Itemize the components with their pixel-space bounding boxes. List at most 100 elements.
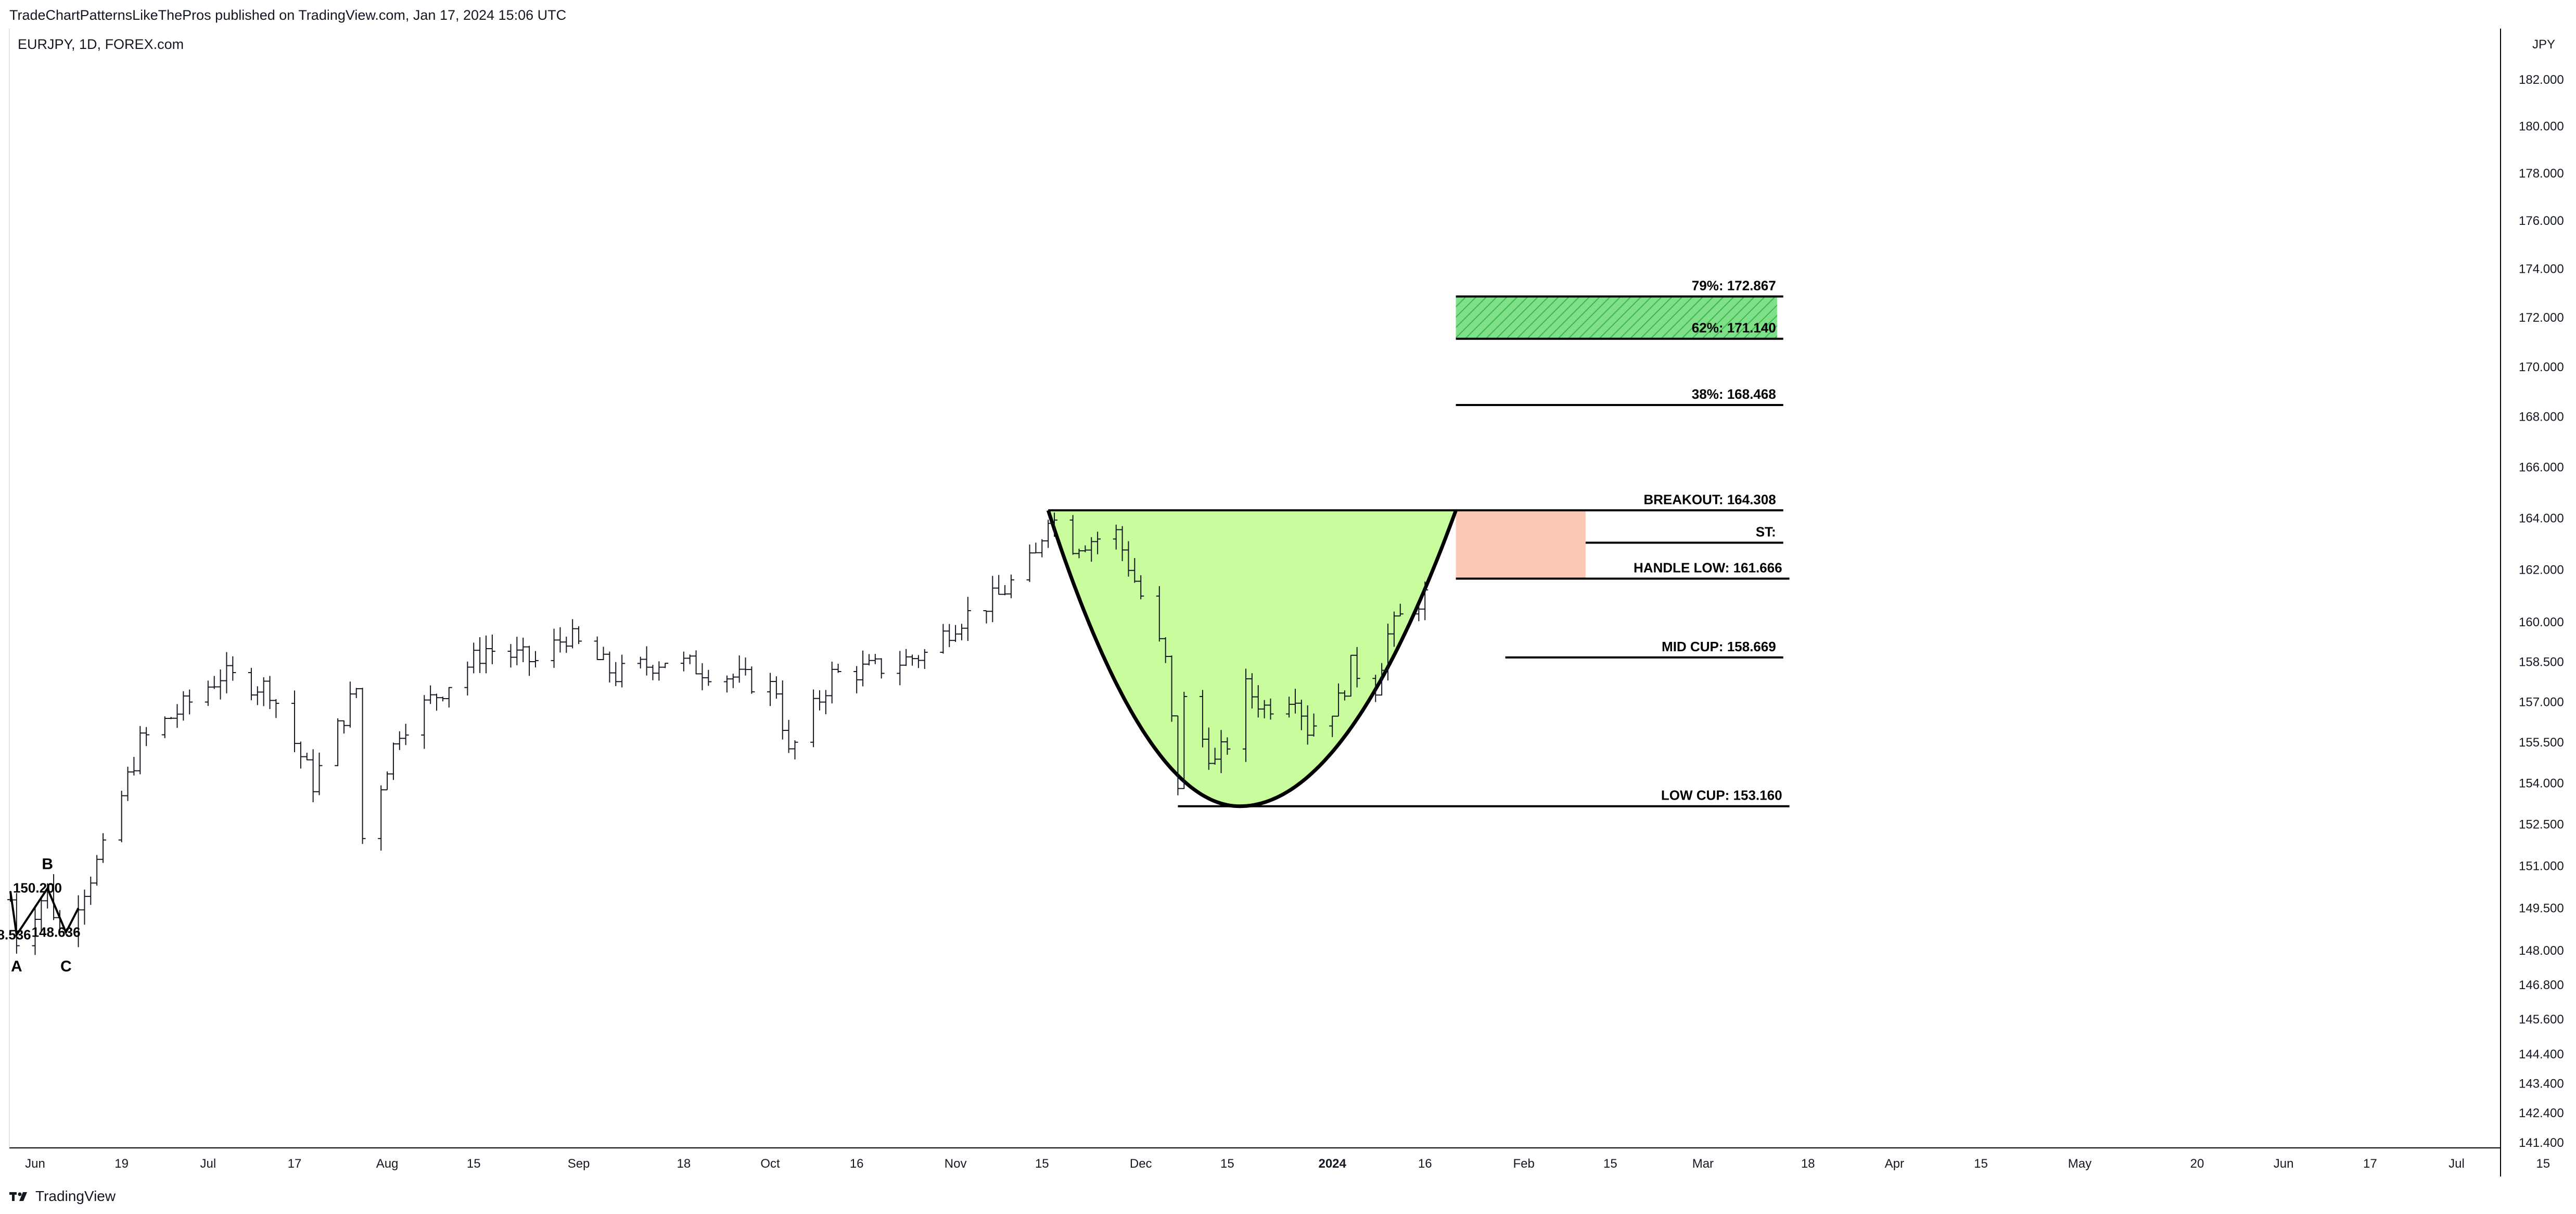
abc-wave-line[interactable] [9, 886, 80, 938]
ohlc-bar [1415, 604, 1422, 622]
ohlc-bar [1026, 544, 1033, 582]
y-tick-label: 141.400 [2519, 1136, 2564, 1150]
ohlc-bar [143, 727, 150, 747]
ohlc-bar [1113, 524, 1119, 550]
tradingview-logo-icon [9, 1192, 27, 1201]
ohlc-bar [1045, 520, 1052, 548]
y-axis[interactable]: 141.400 142.400 143.400 144.400 145.600 146.8… [2519, 73, 2564, 1150]
ohlc-bar [50, 874, 57, 920]
ohlc-bar [137, 726, 144, 775]
wave-point-label: C [60, 958, 72, 975]
target-zone[interactable] [1456, 296, 1777, 339]
ohlc-bar [686, 654, 693, 664]
ohlc-bar [180, 691, 187, 721]
ohlc-bar [1397, 603, 1404, 617]
ohlc-bar [229, 656, 236, 681]
ohlc-bar [1199, 690, 1206, 748]
ohlc-bar [1032, 542, 1039, 554]
y-tick-label: 152.500 [2519, 818, 2564, 832]
ohlc-bar [445, 687, 452, 707]
ohlc-bar [75, 895, 82, 947]
ohlc-bar [1304, 705, 1311, 745]
y-tick-label: 162.000 [2519, 563, 2564, 577]
y-tick-label: 176.000 [2519, 214, 2564, 228]
ohlc-bar [124, 766, 131, 801]
ohlc-bar [860, 650, 866, 687]
footer-brand[interactable]: TradingView [9, 1188, 116, 1205]
ohlc-bar [1298, 699, 1305, 730]
ohlc-bar [1051, 512, 1058, 537]
ohlc-bar [865, 654, 872, 666]
level-label: LOW CUP: 153.160 [1661, 788, 1782, 803]
stop-zone[interactable] [1456, 510, 1586, 579]
ohlc-bar [340, 720, 347, 734]
ohlc-bar [118, 790, 125, 843]
ohlc-bar [186, 689, 193, 715]
ohlc-bar [421, 695, 428, 749]
y-tick-label: 144.400 [2519, 1047, 2564, 1061]
x-tick-label: Apr [1885, 1157, 1904, 1171]
x-tick-label: 17 [288, 1157, 302, 1171]
level-label: ST: [1756, 524, 1776, 539]
ohlc-bar [439, 697, 446, 702]
ohlc-bar [1391, 611, 1397, 647]
y-tick-label: 178.000 [2519, 167, 2564, 181]
y-tick-label: 180.000 [2519, 119, 2564, 133]
y-tick-label: 155.500 [2519, 736, 2564, 750]
ohlc-bar [32, 905, 39, 955]
currency-label[interactable]: JPY [2532, 37, 2555, 52]
ohlc-bar [87, 876, 94, 905]
y-tick-label: 145.600 [2519, 1013, 2564, 1027]
ohlc-bar [940, 624, 947, 654]
ohlc-bar [1341, 690, 1348, 701]
ohlc-bar [1175, 715, 1181, 795]
y-tick-label: 142.400 [2519, 1106, 2564, 1120]
ohlc-bar [1261, 700, 1268, 718]
ohlc-bar [131, 756, 137, 776]
ohlc-bar [396, 731, 403, 750]
level-lines[interactable]: 79%: 172.867 62%: 171.140 38%: 168.468 BREA… [1048, 278, 1790, 807]
symbol-legend[interactable]: EURJPY, 1D, FOREX.com [18, 36, 184, 52]
ohlc-bar [576, 626, 582, 644]
ohlc-bar [921, 649, 928, 669]
chart-frame [9, 29, 2501, 1177]
ohlc-bar [705, 669, 712, 686]
level-label: 62%: 171.140 [1692, 320, 1776, 336]
wave-point-label: B [42, 856, 53, 873]
ohlc-bar [359, 688, 366, 844]
ohlc-bar [507, 644, 514, 668]
ohlc-bar [1076, 549, 1082, 559]
y-tick-label: 143.400 [2519, 1077, 2564, 1091]
ohlc-bar [477, 637, 483, 673]
ohlc-bar [217, 669, 224, 700]
cup-pattern[interactable] [1046, 510, 1458, 808]
ohlc-bar [996, 575, 1002, 595]
ohlc-bar [785, 719, 792, 753]
ohlc-bar [1243, 668, 1249, 762]
ohlc-bar [316, 752, 323, 795]
ohlc-bar [1119, 526, 1126, 561]
ohlc-bar [878, 658, 885, 679]
ohlc-bar [81, 889, 88, 925]
ohlc-bar [613, 662, 619, 686]
ohlc-bar [260, 677, 267, 706]
x-axis[interactable]: Jun 19 Jul 17 Aug 15 Sep 18 Oct 16 Nov 15 Dec 15 2024 1… [25, 1157, 2550, 1171]
ohlc-bar [1292, 689, 1298, 714]
ohlc-bar [13, 893, 20, 954]
ohlc-bar [1329, 715, 1336, 737]
ohlc-bar [810, 689, 817, 748]
y-tick-label: 170.000 [2519, 360, 2564, 374]
ohlc-bar [1212, 748, 1218, 765]
ohlc-bar [693, 650, 699, 675]
ohlc-bar [1131, 558, 1138, 583]
level-label: HANDLE LOW: 161.666 [1634, 560, 1782, 575]
ohlc-bar [1385, 623, 1392, 681]
ohlc-bar [174, 704, 181, 728]
ohlc-bar [656, 661, 662, 681]
x-tick-label: Sep [568, 1157, 590, 1171]
ohlc-bar [1248, 673, 1255, 709]
ohlc-bar [699, 663, 706, 690]
ohlc-bar [378, 785, 385, 851]
